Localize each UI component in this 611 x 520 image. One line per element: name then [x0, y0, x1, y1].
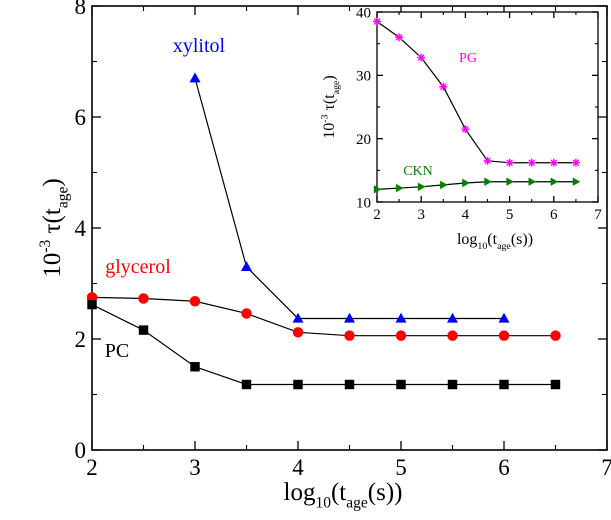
data-point-PG — [549, 158, 558, 167]
data-point-xylitol — [498, 312, 510, 323]
asterisk-stroke — [462, 125, 469, 133]
x-tick-label: 2 — [86, 455, 98, 480]
y-tick-label: 40 — [356, 5, 371, 21]
series-label-xylitol: xylitol — [173, 35, 226, 57]
data-point-glycerol — [241, 308, 252, 319]
inset-plot: 2 3 4 5 6 7 10 20 30 40 log10(tage(s)) 10-3 τ(tage)… — [320, 5, 603, 252]
series-line-glycerol — [91, 296, 556, 337]
data-point-xylitol — [189, 72, 201, 83]
data-point-PC — [447, 379, 458, 390]
inset-frame — [376, 11, 599, 203]
series-PC: PC — [87, 299, 561, 390]
data-point-PC — [550, 379, 561, 390]
data-point-glycerol — [447, 330, 458, 341]
x-tick-label: 3 — [417, 207, 425, 223]
series-line-PG — [376, 21, 576, 164]
series-PG: PG — [373, 17, 580, 167]
asterisk-stroke — [373, 18, 381, 25]
y-tick-label: 20 — [356, 132, 371, 148]
asterisk-stroke — [506, 159, 513, 167]
data-point-PC — [190, 362, 200, 372]
y-tick-label: 6 — [75, 105, 87, 130]
data-point-PC — [344, 379, 355, 390]
data-point-glycerol — [498, 330, 510, 341]
y-tick-label: 4 — [75, 216, 87, 241]
data-point-PG — [395, 33, 404, 42]
data-point-glycerol — [189, 296, 201, 307]
series-label-PG: PG — [459, 51, 477, 66]
main-y-axis-label: 10-3 τ(tage) — [37, 178, 72, 277]
data-point-PC — [138, 325, 149, 335]
data-point-glycerol — [550, 330, 561, 341]
x-tick-label: 2 — [373, 207, 381, 223]
data-point-PG — [571, 158, 580, 167]
data-point-PG — [505, 158, 514, 167]
data-point-PG — [527, 158, 536, 167]
asterisk-stroke — [439, 83, 447, 91]
data-point-PG — [483, 156, 492, 165]
data-point-PG — [461, 125, 470, 134]
y-tick-label: 10 — [356, 195, 371, 211]
data-point-PC — [396, 379, 406, 390]
asterisk-stroke — [395, 34, 403, 41]
data-point-CKN — [373, 185, 382, 194]
data-point-PC — [293, 379, 303, 390]
data-point-glycerol — [344, 330, 355, 341]
x-tick-label: 4 — [462, 207, 470, 223]
x-tick-label: 6 — [498, 455, 510, 480]
data-point-glycerol — [138, 293, 149, 304]
series-line-CKN — [376, 181, 576, 190]
asterisk-stroke — [572, 159, 580, 167]
data-point-CKN — [550, 177, 559, 186]
data-point-glycerol — [395, 330, 407, 341]
x-tick-label: 5 — [506, 207, 514, 223]
data-point-xylitol — [343, 312, 356, 323]
series-CKN: CKN — [373, 164, 581, 194]
data-point-CKN — [506, 177, 514, 186]
series-label-PC: PC — [105, 340, 129, 362]
asterisk-stroke — [484, 157, 491, 165]
data-point-CKN — [418, 182, 426, 191]
data-point-xylitol — [292, 312, 304, 323]
asterisk-stroke — [417, 54, 425, 61]
data-point-CKN — [484, 177, 492, 186]
data-point-CKN — [462, 178, 470, 188]
series-line-PC — [91, 304, 556, 386]
y-tick-label: 0 — [75, 438, 87, 463]
inset-x-axis-label: log10(tage(s)) — [457, 231, 533, 252]
data-point-CKN — [572, 177, 581, 186]
data-point-PG — [439, 82, 448, 91]
data-point-PG — [417, 53, 426, 62]
x-tick-label: 5 — [395, 455, 407, 480]
data-point-xylitol — [446, 312, 459, 323]
x-tick-label: 7 — [601, 455, 611, 480]
data-point-CKN — [528, 177, 537, 186]
asterisk-stroke — [528, 159, 536, 167]
y-tick-label: 8 — [75, 0, 87, 19]
y-tick-label: 30 — [356, 69, 371, 85]
x-tick-label: 6 — [550, 207, 558, 223]
data-point-glycerol — [292, 327, 304, 338]
main-x-axis-label: log10(tage(s)) — [284, 479, 403, 512]
data-point-CKN — [395, 183, 404, 193]
data-point-PG — [373, 17, 381, 26]
data-point-xylitol — [395, 312, 407, 323]
x-tick-label: 4 — [292, 455, 304, 480]
data-point-CKN — [440, 180, 448, 190]
series-label-glycerol: glycerol — [105, 256, 171, 278]
series-xylitol: xylitol — [173, 35, 510, 323]
data-point-xylitol — [240, 261, 253, 272]
x-tick-label: 7 — [594, 207, 602, 223]
asterisk-stroke — [550, 159, 558, 167]
x-tick-label: 3 — [189, 455, 201, 480]
series-label-CKN: CKN — [403, 164, 433, 179]
inset-y-axis-label: 10-3 τ(tage) — [320, 75, 342, 139]
y-tick-label: 2 — [75, 327, 87, 352]
data-point-PC — [499, 379, 509, 390]
data-point-PC — [87, 299, 97, 310]
data-point-PC — [241, 379, 252, 390]
